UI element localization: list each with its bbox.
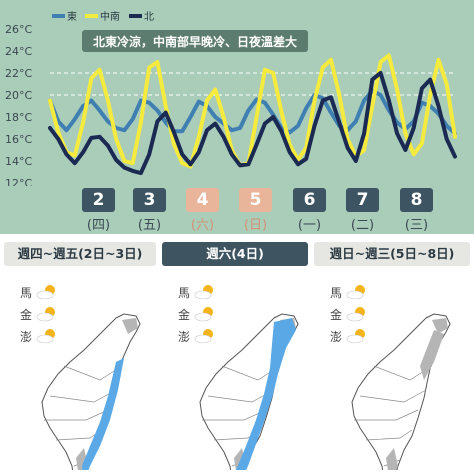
day-weekday: (四)	[86, 218, 111, 233]
cloud-area	[386, 448, 398, 470]
day-date: 8	[400, 188, 433, 212]
partly-cloudy-icon	[36, 285, 55, 300]
day-date: 6	[293, 188, 326, 212]
day-date: 5	[239, 188, 272, 212]
partly-cloudy-icon	[36, 307, 55, 322]
y-tick-label: 18°C	[5, 111, 32, 124]
series-line-2	[48, 71, 457, 176]
island-label: 澎	[178, 330, 191, 344]
y-tick-label: 14°C	[5, 155, 32, 168]
map-header: 週四~週五(2日~3日)	[4, 242, 156, 266]
y-tick-label: 20°C	[5, 89, 32, 102]
partly-cloudy-icon	[194, 285, 213, 300]
legend-label: 東	[67, 10, 77, 23]
series-line-1	[48, 53, 457, 169]
temperature-line-chart: 12°C 14°C 16°C 18°C 20°C 22°C 24°C 26°C 北東冷涼，中南部…	[5, 10, 457, 186]
legend-label: 北	[144, 11, 154, 23]
taiwan-map	[41, 313, 141, 470]
partly-cloudy-icon	[346, 307, 365, 322]
day-weekday: (一)	[297, 218, 322, 233]
taiwan-map	[351, 313, 451, 470]
rain-area	[82, 358, 124, 470]
partly-cloudy-icon	[194, 329, 213, 344]
day-weekday: (三)	[404, 218, 429, 233]
partly-cloudy-icon	[36, 329, 55, 344]
chart-title: 北東冷涼，中南部早晚冷、日夜溫差大	[93, 34, 297, 49]
county-line	[354, 409, 419, 421]
partly-cloudy-icon	[194, 307, 213, 322]
county-line	[359, 389, 427, 403]
chart-title-box	[82, 30, 308, 52]
island-label: 澎	[330, 330, 343, 344]
cloud-area	[420, 330, 444, 380]
y-tick-label: 12°C	[5, 177, 32, 186]
island-label: 馬	[330, 286, 343, 300]
y-tick-label: 16°C	[5, 133, 32, 146]
island-label: 金	[20, 308, 33, 322]
y-tick-label: 24°C	[5, 45, 32, 58]
map-header: 週日~週三(5日~8日)	[314, 242, 470, 266]
day-weekday: (六)	[190, 218, 215, 233]
temperature-chart-panel: 12°C 14°C 16°C 18°C 20°C 22°C 24°C 26°C 北東冷涼，中南部…	[0, 0, 474, 236]
legend-swatch	[52, 14, 65, 18]
partly-cloudy-icon	[346, 329, 365, 344]
island-label: 馬	[178, 286, 191, 300]
rain-area	[236, 318, 296, 470]
day-date: 7	[346, 188, 379, 212]
cloud-area	[432, 318, 448, 334]
map-header: 週六(4日)	[162, 242, 308, 266]
day-weekday: (日)	[243, 218, 268, 233]
taiwan-outline	[41, 313, 141, 470]
day-date: 2	[82, 188, 115, 212]
legend-swatch	[129, 14, 142, 18]
series-line-0	[48, 88, 457, 136]
map-panel-2: 週日~週三(5日~8日) 馬金澎	[314, 236, 470, 474]
taiwan-map	[199, 313, 299, 470]
island-label: 金	[330, 308, 343, 322]
island-label: 馬	[20, 286, 33, 300]
map-panel-0: 週四~週五(2日~3日) 馬金澎	[4, 236, 156, 474]
island-label: 澎	[20, 330, 33, 344]
y-tick-label: 22°C	[5, 67, 32, 80]
cloud-area	[122, 318, 138, 334]
y-tick-label: 26°C	[5, 23, 32, 36]
county-line	[44, 409, 109, 421]
day-weekday: (五)	[137, 218, 162, 233]
day-weekday: (二)	[350, 218, 375, 233]
day-date: 4	[186, 188, 219, 212]
island-label: 金	[178, 308, 191, 322]
day-date: 3	[133, 188, 166, 212]
partly-cloudy-icon	[346, 285, 365, 300]
county-line	[365, 429, 413, 441]
map-panel-1: 週六(4日) 馬金澎	[162, 236, 308, 474]
legend-swatch	[85, 14, 98, 18]
legend-label: 中南	[100, 10, 120, 23]
